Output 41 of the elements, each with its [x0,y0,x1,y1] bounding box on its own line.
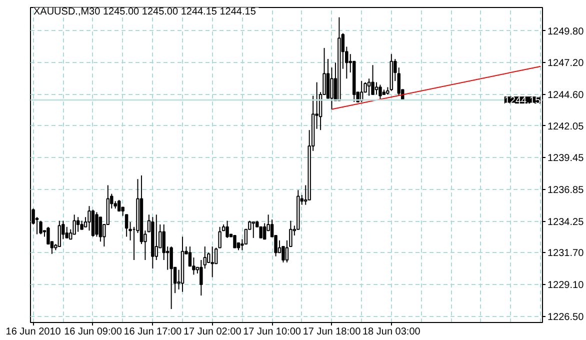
x-tick-label: 16 Jun 09:00 [64,326,122,338]
y-tick-label: 1239.45 [548,153,584,164]
x-tick-label: 18 Jun 03:00 [362,326,421,338]
candlestick [378,84,382,100]
candlestick [210,246,214,278]
y-tick-label: 1231.70 [548,248,584,260]
candlestick [65,226,68,238]
x-tick-label: 16 Jun 2010 [6,326,62,338]
candlestick [58,220,62,248]
x-tick-label: 17 Jun 18:00 [302,326,362,338]
y-tick-label: 1244.60 [548,90,584,102]
candlestick [374,82,378,96]
candlestick [367,78,371,96]
y-tick-label: 1242.05 [548,121,584,132]
ref-line-label: 1244.15 [504,96,541,107]
candlestick [330,67,334,110]
y-tick-label: 1229.10 [548,280,584,292]
candlestick [226,220,229,238]
candlestick [98,216,102,242]
candlestick [46,226,50,245]
candlestick [39,220,42,235]
x-tick-label: 16 Jun 17:00 [124,326,182,338]
candlestick [124,214,128,238]
x-tick-label: 17 Jun 02:00 [183,326,242,338]
candlestick [170,246,173,310]
candlestick [262,222,266,240]
candlestick [218,226,222,248]
candlestick [371,64,374,96]
y-tick-label: 1226.50 [548,312,584,323]
chart-title: XAUUSD.,M30 1245.00 1245.00 1244.15 1244.15 [34,6,256,18]
candlestick [252,221,256,238]
candlestick [76,216,80,232]
candlestick [95,212,98,238]
candlestick [154,214,158,260]
x-tick-label: 17 Jun 10:00 [243,326,302,338]
y-tick-label: 1247.20 [548,58,584,70]
candlestick [117,199,121,212]
y-tick-label: 1234.25 [548,216,584,228]
candlestick [233,234,236,248]
y-tick-label: 1236.85 [548,185,584,196]
y-tick-label: 1249.80 [548,26,584,38]
